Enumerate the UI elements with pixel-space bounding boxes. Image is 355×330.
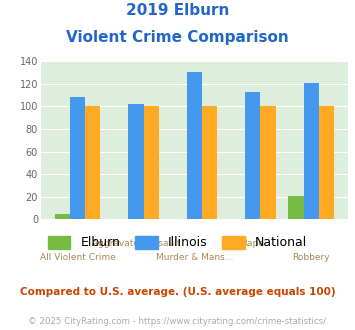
Bar <box>187 72 202 219</box>
Bar <box>129 104 143 219</box>
Text: Violent Crime Comparison: Violent Crime Comparison <box>66 30 289 45</box>
Legend: Elburn, Illinois, National: Elburn, Illinois, National <box>43 231 312 254</box>
Bar <box>288 196 304 219</box>
Text: © 2025 CityRating.com - https://www.cityrating.com/crime-statistics/: © 2025 CityRating.com - https://www.city… <box>28 317 327 326</box>
Text: Robbery: Robbery <box>293 253 330 262</box>
Text: 2019 Elburn: 2019 Elburn <box>126 3 229 18</box>
Bar <box>85 106 100 219</box>
Text: Murder & Mans...: Murder & Mans... <box>156 253 233 262</box>
Text: All Violent Crime: All Violent Crime <box>40 253 115 262</box>
Bar <box>55 214 70 219</box>
Text: Aggravated Assault: Aggravated Assault <box>92 239 180 248</box>
Bar <box>260 106 275 219</box>
Bar <box>245 92 260 219</box>
Bar <box>319 106 334 219</box>
Bar <box>143 106 159 219</box>
Bar <box>202 106 217 219</box>
Bar <box>70 97 85 219</box>
Text: Compared to U.S. average. (U.S. average equals 100): Compared to U.S. average. (U.S. average … <box>20 287 335 297</box>
Bar <box>304 82 319 219</box>
Text: Rape: Rape <box>241 239 264 248</box>
